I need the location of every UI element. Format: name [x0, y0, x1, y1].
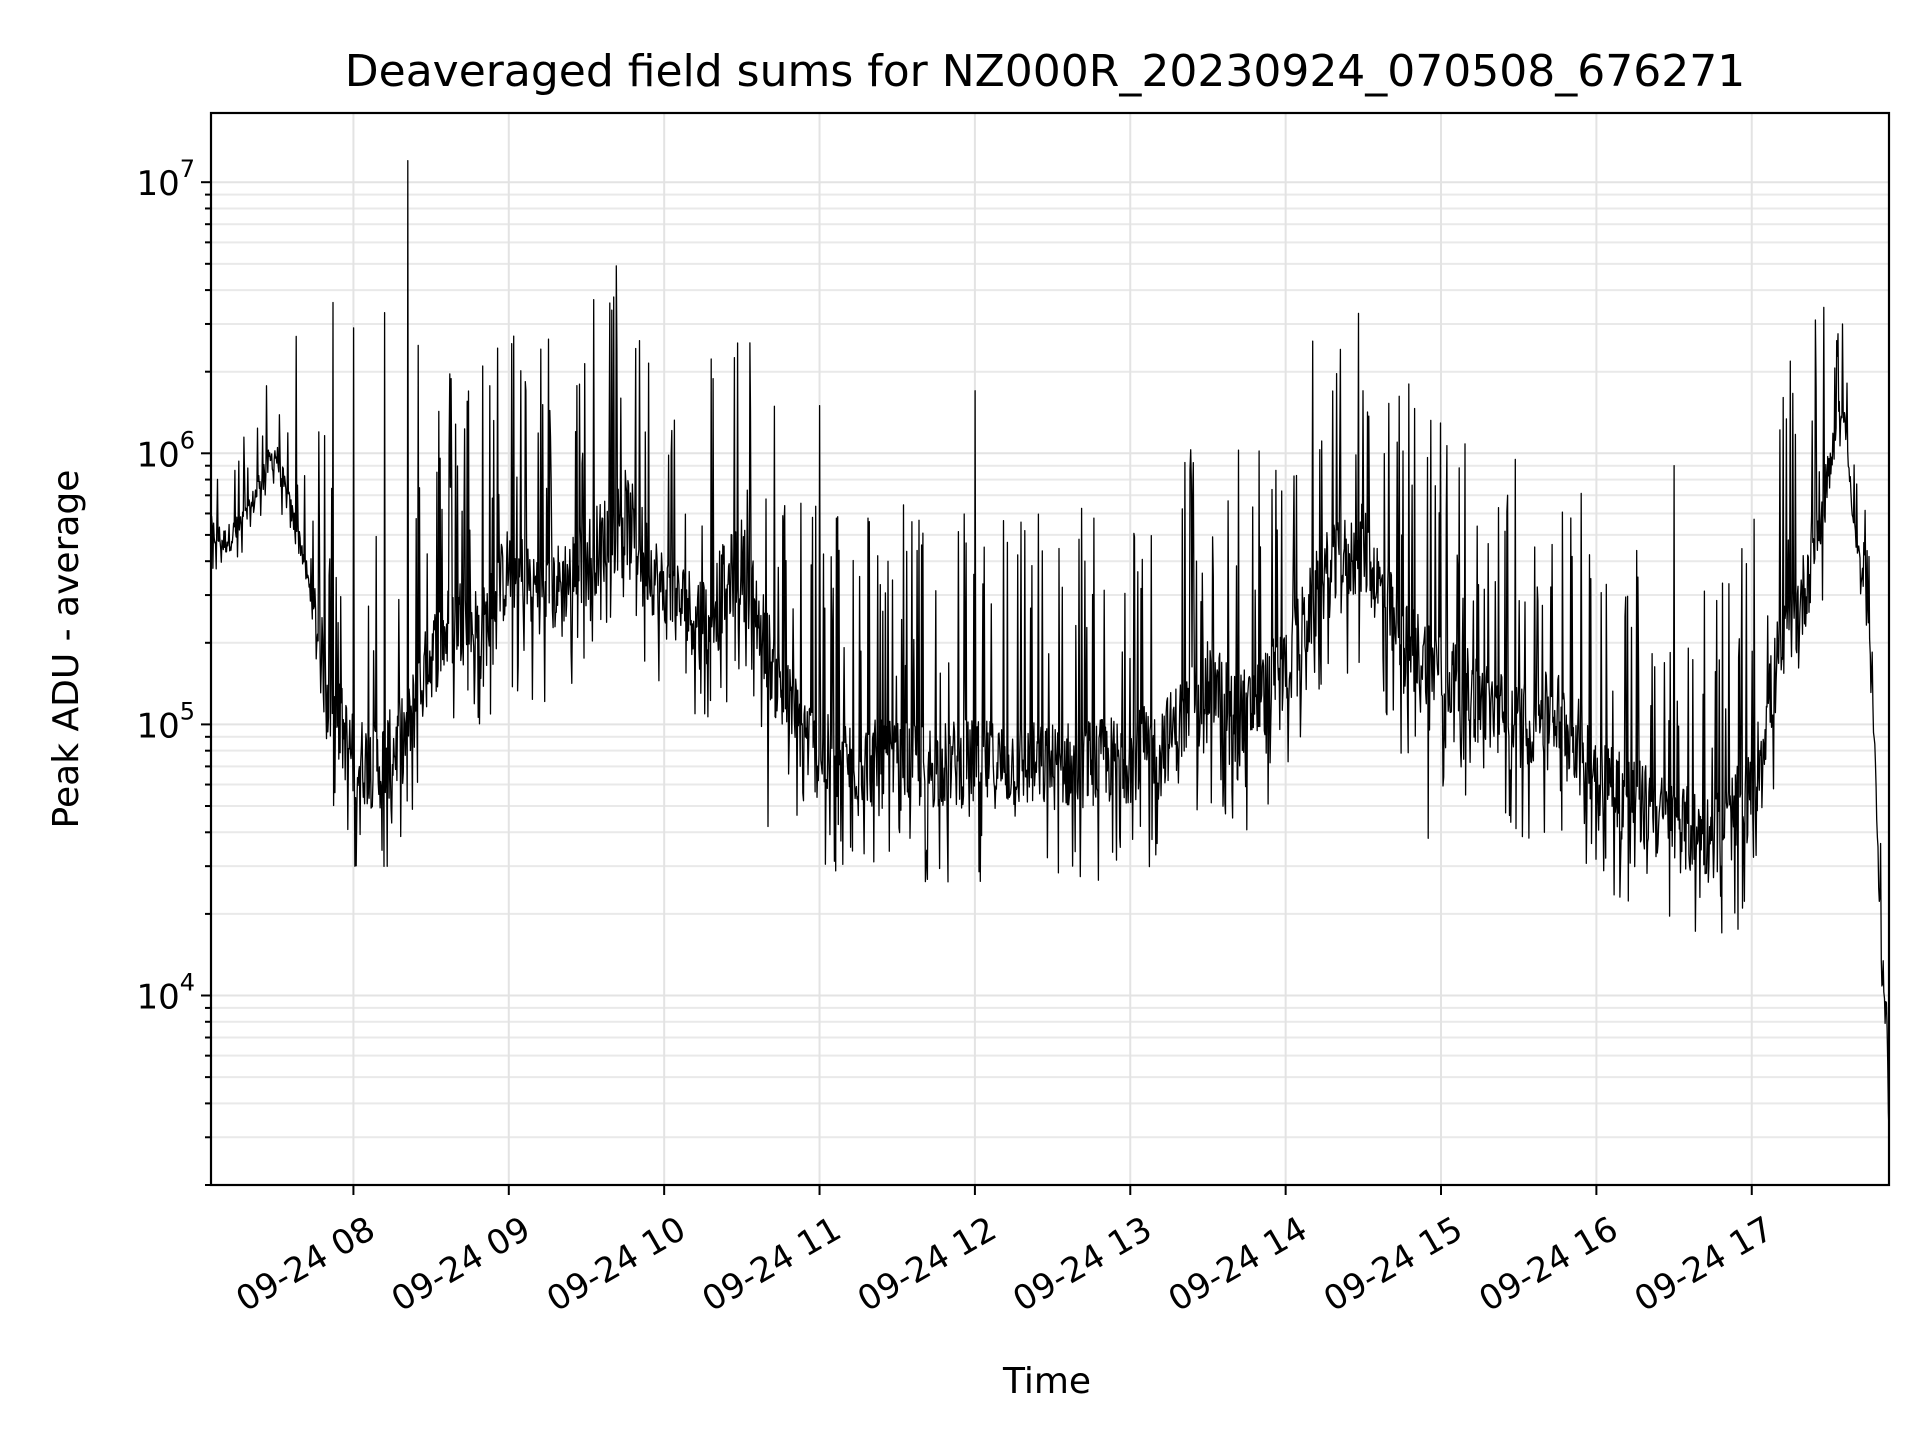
plot-frame: [209, 111, 1891, 1187]
y-tick-label: 107: [136, 155, 195, 204]
y-tick-label-base: 10: [136, 978, 179, 1018]
y-tick-label: 106: [136, 426, 195, 475]
y-tick-label: 105: [136, 697, 195, 746]
y-tick-label-exponent: 6: [180, 426, 195, 454]
y-tick-label-base: 10: [136, 706, 179, 746]
data-line: [211, 160, 1889, 1132]
y-tick-label: 104: [136, 969, 195, 1018]
chart-title: Deaveraged field sums for NZ000R_2023092…: [345, 46, 1745, 97]
y-tick-label-base: 10: [136, 435, 179, 475]
y-tick-label-exponent: 5: [180, 697, 195, 725]
y-tick-label-exponent: 7: [180, 155, 195, 183]
grid: [211, 113, 1889, 1186]
x-axis-label: Time: [1002, 1361, 1091, 1402]
y-tick-label-exponent: 4: [180, 969, 195, 997]
y-axis-label: Peak ADU - average: [46, 470, 87, 829]
y-tick-label-base: 10: [136, 164, 179, 204]
